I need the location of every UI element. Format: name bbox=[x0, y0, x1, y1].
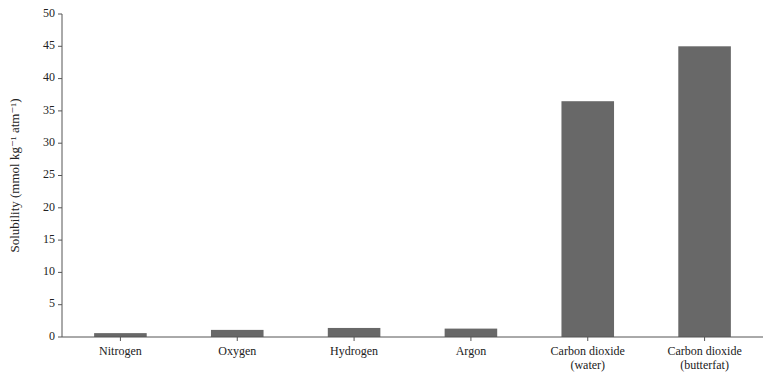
y-tick bbox=[58, 240, 62, 241]
y-tick bbox=[58, 175, 62, 176]
bar bbox=[211, 330, 264, 337]
y-tick-label: 40 bbox=[43, 70, 55, 84]
x-tick bbox=[354, 337, 355, 341]
chart-container: 0 5 10 15 20 25 30 35 40 45 50 Nitrogen Oxygen Hydrog… bbox=[0, 0, 779, 389]
x-tick-label-line: (water) bbox=[570, 358, 605, 372]
x-tick bbox=[237, 337, 238, 341]
y-tick bbox=[58, 272, 62, 273]
y-tick-label: 45 bbox=[43, 38, 55, 52]
y-tick-label: 5 bbox=[49, 296, 55, 310]
x-tick-label-line: Nitrogen bbox=[99, 344, 142, 358]
bar bbox=[328, 328, 381, 337]
x-tick bbox=[704, 337, 705, 341]
x-tick-label: Oxygen bbox=[218, 344, 256, 358]
x-tick-label-line: Carbon dioxide bbox=[667, 344, 741, 358]
bar bbox=[445, 329, 498, 337]
y-tick bbox=[58, 14, 62, 15]
y-tick-label: 10 bbox=[43, 264, 55, 278]
y-tick bbox=[58, 143, 62, 144]
y-tick-label: 15 bbox=[43, 232, 55, 246]
y-axis-label: Solubility (mmol kg⁻¹ atm⁻¹) bbox=[7, 98, 22, 252]
bar bbox=[561, 101, 614, 337]
x-tick-label-line: (butterfat) bbox=[680, 358, 729, 372]
y-tick-label: 35 bbox=[43, 103, 55, 117]
x-tick bbox=[587, 337, 588, 341]
x-tick-label: Carbon dioxide(butterfat) bbox=[667, 344, 741, 372]
x-tick-label-line: Hydrogen bbox=[330, 344, 378, 358]
bar bbox=[94, 333, 147, 337]
x-tick-label-line: Carbon dioxide bbox=[551, 344, 625, 358]
y-tick-label: 50 bbox=[43, 6, 55, 20]
y-tick bbox=[58, 110, 62, 111]
y-tick bbox=[58, 337, 62, 338]
x-tick-label: Hydrogen bbox=[330, 344, 378, 358]
x-tick-label: Carbon dioxide(water) bbox=[551, 344, 625, 372]
y-tick-label: 20 bbox=[43, 200, 55, 214]
y-tick-label: 30 bbox=[43, 135, 55, 149]
y-tick-label: 25 bbox=[43, 167, 55, 181]
x-tick-label: Nitrogen bbox=[99, 344, 142, 358]
y-tick bbox=[58, 78, 62, 79]
x-tick-label-line: Oxygen bbox=[218, 344, 256, 358]
y-tick bbox=[58, 207, 62, 208]
x-tick bbox=[470, 337, 471, 341]
bar bbox=[678, 46, 731, 337]
x-tick bbox=[120, 337, 121, 341]
x-axis-line bbox=[62, 337, 763, 338]
y-tick bbox=[58, 46, 62, 47]
x-tick-label-line: Argon bbox=[456, 344, 486, 358]
bars bbox=[94, 46, 731, 337]
y-tick-label: 0 bbox=[49, 329, 55, 343]
y-tick bbox=[58, 304, 62, 305]
chart: 0 5 10 15 20 25 30 35 40 45 50 Nitrogen Oxygen Hydrog… bbox=[0, 0, 779, 389]
x-tick-label: Argon bbox=[456, 344, 486, 358]
